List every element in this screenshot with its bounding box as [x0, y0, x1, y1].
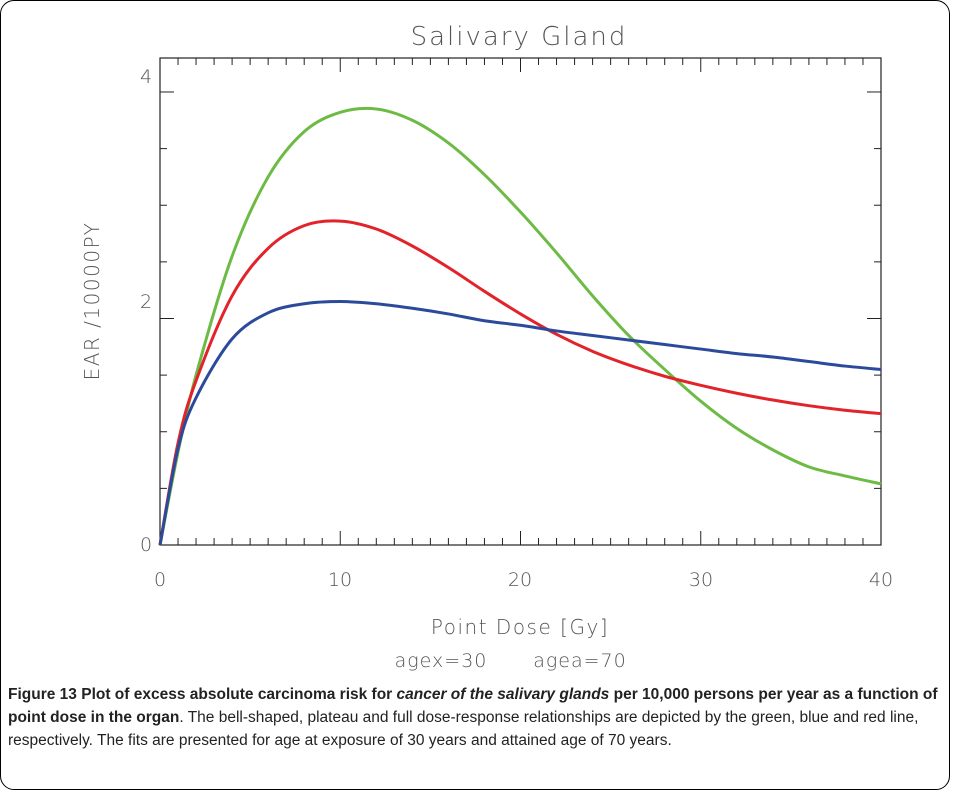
caption-body: . The bell-shaped, plateau and full dose… — [8, 709, 919, 749]
series-lines — [158, 106, 882, 546]
chart-title: Salivary Gland — [411, 22, 628, 52]
figure-number: Figure 13 — [8, 686, 77, 703]
line-chart: Salivary Gland 0 10 20 30 40 0 2 4 EAR /… — [80, 22, 893, 672]
y-axis-title: EAR /10000PY — [80, 222, 104, 381]
y-tick-label: 4 — [140, 66, 152, 88]
x-tick-label: 20 — [508, 569, 532, 591]
attained-age-label: agea=70 — [533, 650, 626, 672]
series-line-1 — [158, 219, 882, 546]
x-axis-title: Point Dose [Gy] — [431, 615, 609, 639]
caption-title-part1: Plot of excess absolute carcinoma risk f… — [76, 686, 397, 703]
figure-caption: Figure 13 Plot of excess absolute carcin… — [8, 683, 946, 752]
series-line-2 — [158, 300, 882, 546]
exposure-age-label: agex=30 — [395, 650, 488, 672]
plot-area — [159, 57, 882, 546]
series-line-0 — [158, 106, 882, 546]
x-tick-label: 30 — [689, 569, 713, 591]
y-tick-label: 2 — [140, 291, 152, 313]
caption-title-part2: per 10,000 persons per year as a functio… — [8, 686, 938, 726]
x-tick-label: 10 — [328, 569, 352, 591]
caption-title-italic: cancer of the salivary glands — [396, 686, 610, 703]
x-tick-label: 0 — [154, 569, 166, 591]
x-tick-labels: 0 10 20 30 40 — [154, 569, 893, 591]
axis-ticks — [159, 58, 882, 546]
y-tick-label: 0 — [140, 534, 152, 556]
y-tick-labels: 0 2 4 — [140, 66, 152, 556]
x-tick-label: 40 — [869, 569, 893, 591]
